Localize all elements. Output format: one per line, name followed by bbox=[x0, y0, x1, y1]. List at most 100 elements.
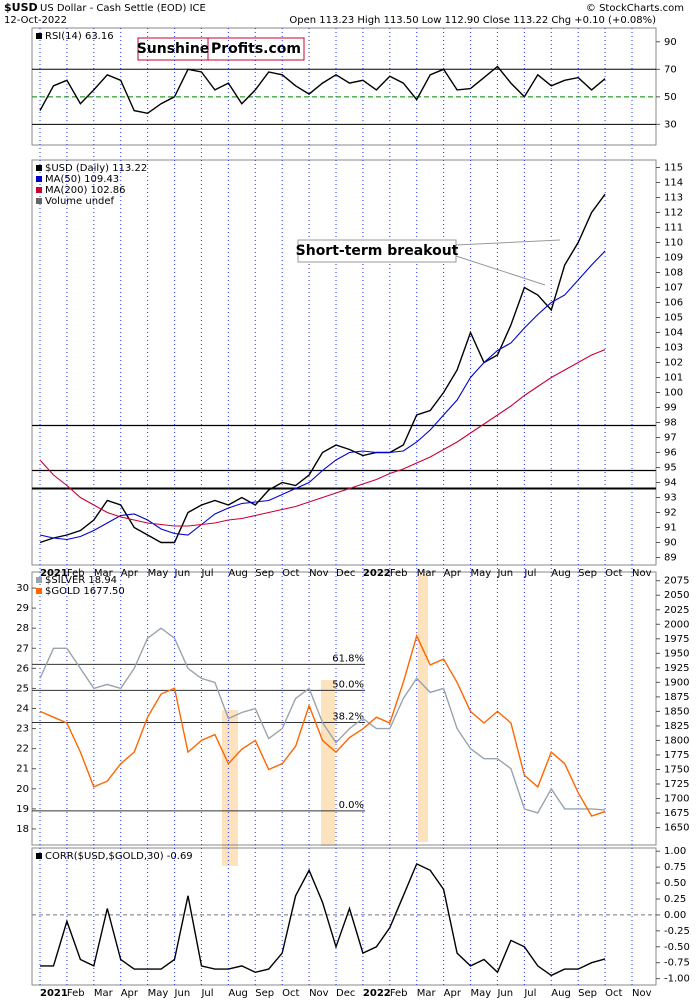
legend-swatch bbox=[36, 577, 42, 583]
y2-tick-label: 1850 bbox=[664, 706, 689, 717]
x-tick-label: Aug bbox=[228, 988, 248, 999]
x-tick-label: Jul bbox=[200, 568, 213, 579]
x-tick-label: Nov bbox=[632, 568, 652, 579]
copyright: © StockCharts.com bbox=[586, 3, 684, 14]
date: 12-Oct-2022 bbox=[4, 15, 67, 26]
fib-label: 0.0% bbox=[339, 800, 364, 811]
series-line bbox=[40, 862, 606, 977]
y-tick-label: 30 bbox=[664, 119, 677, 130]
y-tick-label: 90 bbox=[664, 37, 677, 48]
y-tick-label: 105 bbox=[664, 313, 683, 324]
panel-frame bbox=[31, 159, 657, 566]
x-tick-label: 2021 bbox=[40, 988, 68, 999]
y2-tick-label: 1875 bbox=[664, 692, 689, 703]
y-tick-label: 22 bbox=[16, 744, 29, 755]
legend-swatch bbox=[36, 165, 42, 171]
y2-tick-label: 1975 bbox=[664, 634, 689, 645]
x-tick-label: Feb bbox=[67, 568, 85, 579]
y-tick-label: 107 bbox=[664, 283, 683, 294]
x-tick-label: May bbox=[471, 568, 492, 579]
y-tick-label: 29 bbox=[16, 603, 29, 614]
y-tick-label: 114 bbox=[664, 178, 683, 189]
legend-label: RSI(14) 63.16 bbox=[45, 31, 114, 42]
y-tick-label: 19 bbox=[16, 804, 29, 815]
series-line bbox=[39, 250, 606, 541]
y-tick-label: 109 bbox=[664, 253, 683, 264]
y-tick-label: 99 bbox=[664, 403, 677, 414]
y-tick-label: 101 bbox=[664, 373, 683, 384]
legend-label: CORR($USD,$GOLD,30) -0.69 bbox=[45, 851, 193, 862]
panel-frame bbox=[31, 27, 657, 146]
x-tick-label: Mar bbox=[94, 568, 114, 579]
y2-tick-label: 1725 bbox=[664, 779, 689, 790]
brand: Profits.com bbox=[211, 41, 301, 57]
legend-label: $SILVER 18.94 bbox=[45, 575, 117, 586]
x-tick-label: Feb bbox=[390, 988, 408, 999]
x-tick-label: Aug bbox=[551, 988, 571, 999]
y-tick-label: 30 bbox=[16, 583, 29, 594]
x-tick-label: Jul bbox=[200, 988, 213, 999]
y-tick-label: 96 bbox=[664, 448, 677, 459]
x-tick-label: Nov bbox=[309, 568, 329, 579]
x-tick-label: Sep bbox=[578, 988, 597, 999]
x-tick-label: Jul bbox=[523, 988, 536, 999]
y-tick-label: 112 bbox=[664, 208, 683, 219]
x-tick-label: Nov bbox=[632, 988, 652, 999]
legend-label: Volume undef bbox=[45, 196, 115, 207]
legend-label: MA(200) 102.86 bbox=[45, 185, 126, 196]
y-tick-label: 28 bbox=[16, 623, 29, 634]
y2-tick-label: 1900 bbox=[664, 677, 689, 688]
x-tick-label: Jun bbox=[174, 988, 191, 999]
y2-tick-label: 1700 bbox=[664, 794, 689, 805]
y-tick-label: 50 bbox=[664, 92, 677, 103]
annotation-box bbox=[297, 239, 457, 263]
panel-frame bbox=[31, 847, 657, 986]
x-tick-label: Aug bbox=[551, 568, 571, 579]
y-tick-label: 94 bbox=[664, 478, 677, 489]
x-tick-label: Feb bbox=[67, 988, 85, 999]
series-line bbox=[39, 627, 606, 814]
y-tick-label: 97 bbox=[664, 433, 677, 444]
x-tick-label: 2022 bbox=[363, 568, 391, 579]
y2-tick-label: 1750 bbox=[664, 764, 689, 775]
x-tick-label: Oct bbox=[605, 568, 622, 579]
y-tick-label: 104 bbox=[664, 328, 683, 339]
x-tick-label: Oct bbox=[282, 988, 299, 999]
x-tick-label: Dec bbox=[336, 568, 355, 579]
y2-tick-label: 1800 bbox=[664, 735, 689, 746]
y-tick-label: 21 bbox=[16, 764, 29, 775]
x-tick-label: Mar bbox=[94, 988, 114, 999]
y-tick-label: 26 bbox=[16, 663, 29, 674]
highlight bbox=[321, 680, 335, 846]
x-tick-label: May bbox=[148, 568, 169, 579]
x-tick-label: Oct bbox=[282, 568, 299, 579]
y-tick-label: 70 bbox=[664, 64, 677, 75]
y-tick-label: 95 bbox=[664, 463, 677, 474]
y-tick-label: 106 bbox=[664, 298, 683, 309]
highlight bbox=[222, 710, 238, 866]
legend-label: MA(50) 109.43 bbox=[45, 174, 119, 185]
y2-tick-label: 2050 bbox=[664, 590, 689, 601]
x-tick-label: Jun bbox=[496, 568, 513, 579]
y2-tick-label: 1950 bbox=[664, 648, 689, 659]
y2-tick-label: 1775 bbox=[664, 750, 689, 761]
annotation: Short-term breakout bbox=[296, 243, 459, 259]
x-tick-label: Aug bbox=[228, 568, 248, 579]
description: US Dollar - Cash Settle (EOD) ICE bbox=[40, 3, 206, 14]
y2-tick-label: 2025 bbox=[664, 605, 689, 616]
fib-label: 38.2% bbox=[332, 712, 364, 723]
y-tick-label: -0.50 bbox=[664, 942, 690, 953]
y-tick-label: 115 bbox=[664, 163, 683, 174]
y-tick-label: 93 bbox=[664, 493, 677, 504]
legend-swatch bbox=[36, 853, 42, 859]
y2-tick-label: 2000 bbox=[664, 619, 689, 630]
x-tick-label: 2021 bbox=[40, 568, 68, 579]
x-tick-label: Sep bbox=[578, 568, 597, 579]
y-tick-label: 1.00 bbox=[664, 846, 686, 857]
x-tick-label: Feb bbox=[390, 568, 408, 579]
y-tick-label: 92 bbox=[664, 508, 677, 519]
series-line bbox=[39, 65, 606, 115]
legend-swatch bbox=[36, 176, 42, 182]
y-tick-label: 27 bbox=[16, 643, 29, 654]
y-tick-label: 89 bbox=[664, 553, 677, 564]
